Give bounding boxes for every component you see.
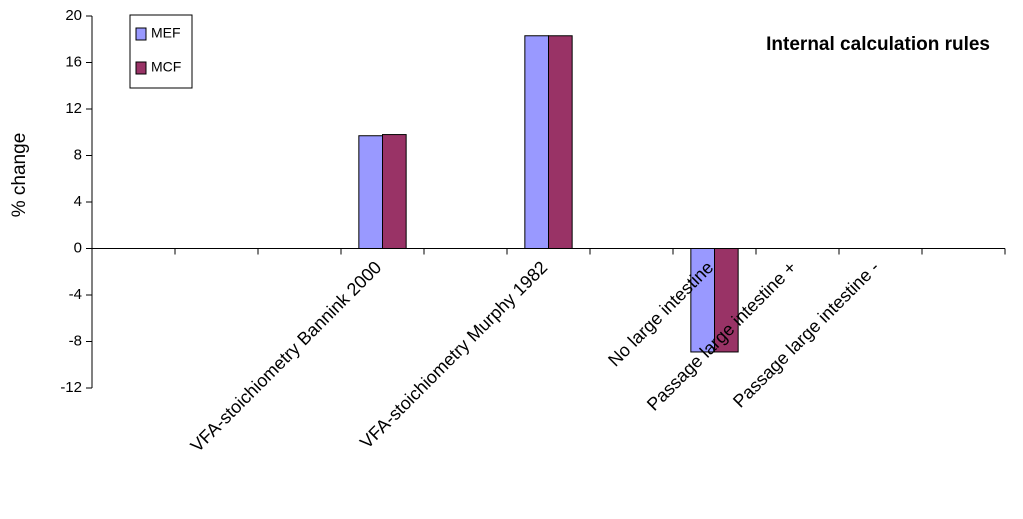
bar bbox=[358, 135, 384, 249]
y-tick-label: 20 bbox=[65, 7, 82, 24]
legend-box bbox=[129, 14, 193, 89]
chart-title: Internal calculation rules bbox=[766, 34, 990, 55]
y-tick-label: 12 bbox=[65, 100, 82, 117]
legend-label: MCF bbox=[151, 59, 181, 75]
bar bbox=[548, 35, 573, 250]
legend-label: MEF bbox=[151, 25, 181, 41]
legend-swatch bbox=[135, 27, 147, 41]
legend-swatch bbox=[135, 61, 147, 75]
y-tick-label: -4 bbox=[69, 286, 82, 303]
x-tick-label: VFA-stoichiometry Murphy 1982 bbox=[356, 257, 551, 452]
legend: MEF MCF bbox=[129, 14, 193, 89]
y-tick-label: -8 bbox=[69, 332, 82, 349]
y-tick-label: 4 bbox=[74, 193, 82, 210]
x-tick-label: VFA-stoichiometry Bannink 2000 bbox=[187, 257, 386, 456]
y-tick-label: -12 bbox=[60, 379, 82, 396]
bar bbox=[524, 35, 549, 250]
y-axis-label: % change bbox=[9, 133, 30, 218]
y-tick-label: 8 bbox=[74, 146, 82, 163]
bar bbox=[382, 134, 407, 249]
y-tick-label: 0 bbox=[74, 239, 82, 256]
y-tick-label: 16 bbox=[65, 53, 82, 70]
x-tick-label: Passage large intestine - bbox=[729, 257, 883, 411]
